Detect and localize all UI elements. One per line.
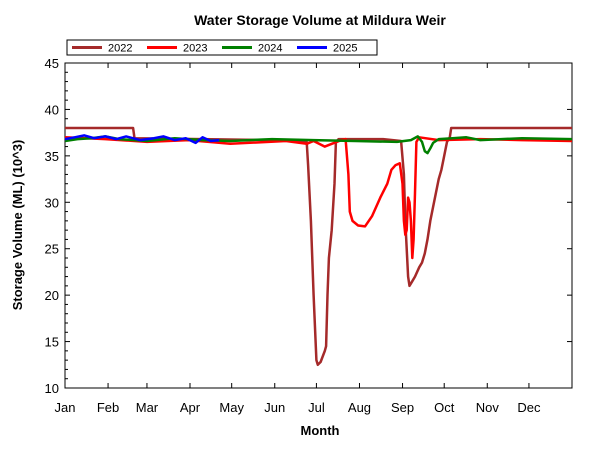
series-line-2023: [64, 136, 573, 260]
x-tick-label: May: [219, 400, 244, 415]
x-tick-label: Apr: [180, 400, 201, 415]
series-line-2024: [64, 135, 573, 155]
legend: 2022 2023 2024 2025: [66, 39, 378, 56]
chart-title: Water Storage Volume at Mildura Weir: [194, 12, 446, 28]
x-tick-label: Sep: [391, 400, 414, 415]
x-tick-label: Nov: [476, 400, 500, 415]
x-tick-label: Mar: [136, 400, 159, 415]
x-axis-label: Month: [301, 423, 340, 438]
y-tick-label: 35: [45, 149, 59, 164]
series-layer: [64, 126, 573, 367]
y-tick-label: 15: [45, 335, 59, 350]
series-line-2022: [65, 126, 572, 367]
x-tick-label: Oct: [434, 400, 455, 415]
y-tick-label: 25: [45, 242, 59, 257]
y-tick-label: 45: [45, 56, 59, 71]
legend-label-2025: 2025: [333, 43, 357, 55]
x-tick-label: Jul: [308, 400, 325, 415]
y-axis-label: Storage Volume (ML) (10^3): [10, 140, 25, 311]
x-tick-label: Dec: [517, 400, 541, 415]
x-tick-label: Feb: [97, 400, 119, 415]
y-axis: 10 15 20 25 30 35 40 45: [45, 56, 572, 396]
x-tick-label: Jan: [55, 400, 76, 415]
legend-label-2022: 2022: [108, 43, 132, 55]
legend-label-2024: 2024: [258, 43, 282, 55]
legend-label-2023: 2023: [183, 43, 207, 55]
series-line-2025: [64, 134, 220, 145]
y-tick-label: 20: [45, 288, 59, 303]
plot-area: [64, 62, 573, 389]
x-axis: Jan Feb Mar Apr May Jun Jul Aug Sep Oct Nov Dec: [55, 63, 541, 415]
y-tick-label: 10: [45, 381, 59, 396]
x-tick-label: Jun: [264, 400, 285, 415]
y-tick-label: 30: [45, 195, 59, 210]
y-tick-label: 40: [45, 102, 59, 117]
x-tick-label: Aug: [348, 400, 371, 415]
